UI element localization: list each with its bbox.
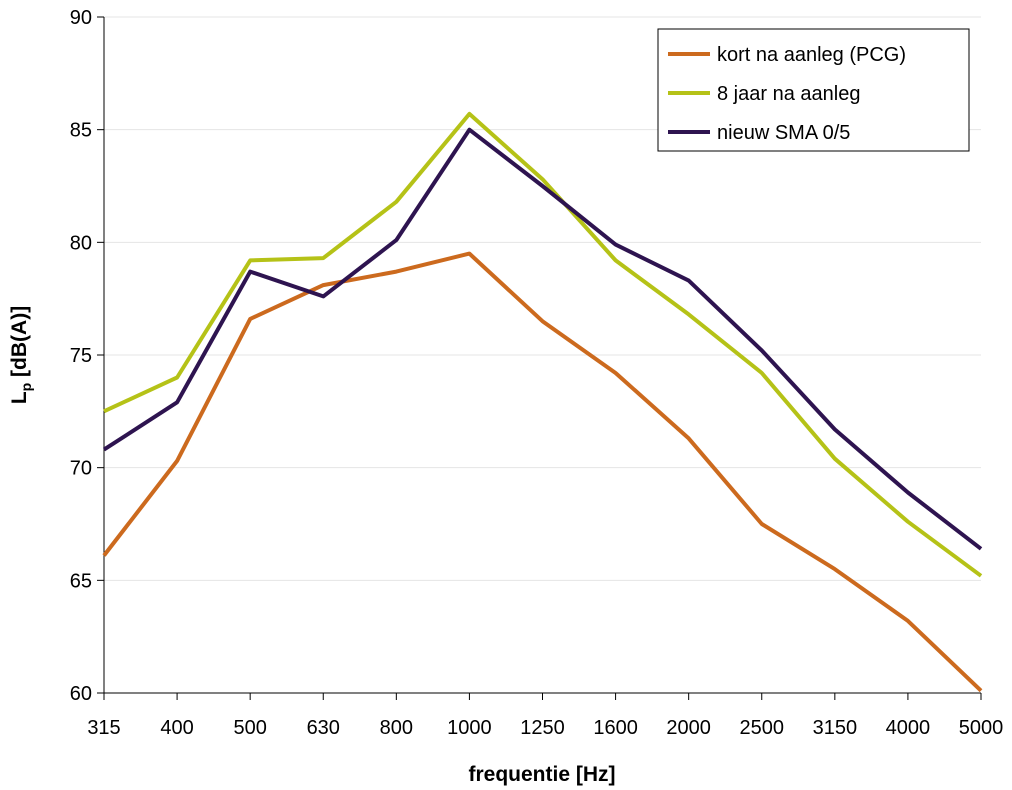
x-tick-label: 1250 <box>520 717 565 739</box>
legend: kort na aanleg (PCG) 8 jaar na aanleg ni… <box>657 28 970 152</box>
x-tick-label: 4000 <box>886 717 931 739</box>
series-lines <box>102 111 983 693</box>
x-tick-label: 1000 <box>447 717 492 739</box>
x-tick-label: 2000 <box>666 717 711 739</box>
x-tick-label: 3150 <box>813 717 858 739</box>
legend-label-kort-na-aanleg: kort na aanleg (PCG) <box>717 44 906 66</box>
x-tick-label: 800 <box>380 717 413 739</box>
x-tick-label: 400 <box>160 717 193 739</box>
series-line-3 <box>102 127 983 551</box>
y-tick-label: 85 <box>70 120 92 142</box>
y-tick-label: 60 <box>70 683 92 705</box>
x-tick-label: 5000 <box>959 717 1004 739</box>
x-tick-label: 2500 <box>740 717 785 739</box>
legend-label-8-jaar-na-aanleg: 8 jaar na aanleg <box>717 83 860 105</box>
gridlines <box>104 16 981 581</box>
x-tick-label: 315 <box>87 717 120 739</box>
x-tick-label: 1600 <box>593 717 638 739</box>
axes <box>97 16 982 700</box>
y-tick-label: 90 <box>70 7 92 29</box>
x-tick-label: 630 <box>307 717 340 739</box>
y-axis-title: Lp [dB(A)] <box>8 306 34 404</box>
x-tick-label: 500 <box>233 717 266 739</box>
series-line-2 <box>103 111 983 578</box>
y-tick-label: 75 <box>70 345 92 367</box>
y-tick-label: 70 <box>70 458 92 480</box>
y-axis-title-rest: [dB(A)] <box>8 306 31 383</box>
tick-labels: 60 65 70 75 80 85 90 315 400 500 630 800 1000 1250 160… <box>70 7 1004 739</box>
x-axis-title: frequentie [Hz] <box>469 763 616 786</box>
y-tick-label: 65 <box>70 570 92 592</box>
legend-label-nieuw-sma: nieuw SMA 0/5 <box>717 122 850 144</box>
y-axis-title-main: L <box>8 391 31 404</box>
y-axis-title-sub: p <box>18 383 34 392</box>
y-tick-label: 80 <box>70 232 92 254</box>
series-line-1 <box>102 251 983 693</box>
